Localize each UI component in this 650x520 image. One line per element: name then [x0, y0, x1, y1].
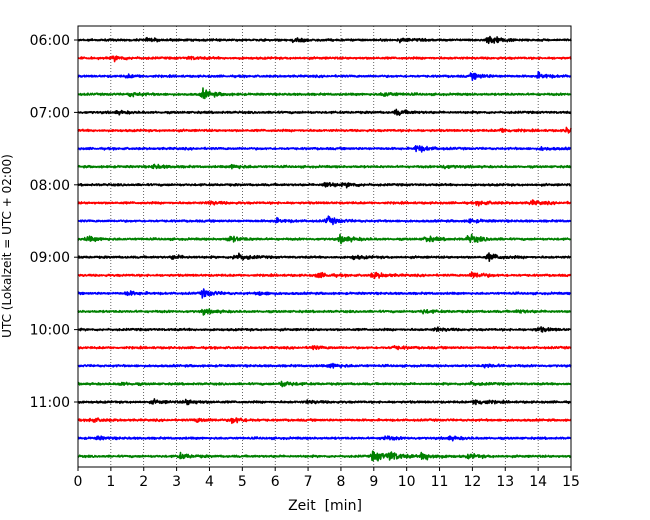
y-tick-label: 07:00: [30, 105, 70, 121]
seismogram-trace: [77, 233, 572, 245]
x-tick-label: 11: [431, 474, 449, 490]
y-tick-label: 11:00: [30, 395, 70, 411]
x-tick-label: 1: [106, 474, 115, 490]
x-tick-label: 2: [139, 474, 148, 490]
seismogram-trace: [77, 450, 572, 462]
seismogram-trace: [77, 199, 572, 207]
seismogram-trace: [77, 271, 572, 280]
seismogram-trace: [77, 181, 572, 189]
x-tick-label: 6: [271, 474, 280, 490]
seismogram-trace: [77, 435, 572, 442]
x-tick-label: 14: [529, 474, 547, 490]
x-tick-label: 13: [496, 474, 514, 490]
plot-background: [78, 26, 571, 467]
seismogram-trace: [77, 87, 572, 100]
y-tick-label: 08:00: [30, 178, 70, 194]
seismogram-trace: [77, 215, 572, 226]
seismogram-trace: [77, 108, 572, 116]
seismogram-trace: [77, 345, 572, 351]
seismogram-trace: [77, 252, 572, 262]
x-axis-label: Zeit [min]: [288, 498, 362, 514]
seismogram-trace: [77, 417, 572, 425]
seismogram-trace: [77, 55, 572, 63]
x-tick-label: 10: [398, 474, 416, 490]
x-tick-label: 5: [238, 474, 247, 490]
x-tick-label: 8: [336, 474, 345, 490]
seismogram-trace: [77, 35, 572, 45]
seismogram-trace: [77, 163, 572, 170]
y-tick-label: 10:00: [30, 323, 70, 339]
seismogram-trace: [77, 308, 572, 316]
seismogram-trace: [77, 145, 572, 153]
seismogram-trace: [77, 126, 572, 134]
x-tick-label: 0: [74, 474, 83, 490]
seismogram-trace: [77, 380, 572, 388]
seismogram-trace: [77, 398, 572, 406]
y-axis-ticks: 06:00 07:00 08:00 09:00 10:00 11:00: [30, 33, 78, 411]
y-tick-label: 09:00: [30, 250, 70, 266]
seismogram-trace: [77, 288, 572, 299]
y-axis-label: UTC (Lokalzeit = UTC + 02:00): [0, 154, 14, 338]
x-tick-label: 15: [562, 474, 580, 490]
plot-frame: [77, 25, 572, 468]
seismogram-traces: [77, 35, 572, 462]
x-axis-ticks: 0 1 2 3 4 5 6 7 8 9 10 11 12 13 14 15: [74, 467, 580, 490]
seismogram-trace: [77, 70, 572, 82]
y-tick-label: 06:00: [30, 33, 70, 49]
x-tick-label: 3: [172, 474, 181, 490]
x-tick-label: 12: [463, 474, 481, 490]
seismogram-trace: [77, 362, 572, 369]
x-tick-label: 7: [304, 474, 313, 490]
x-tick-label: 9: [369, 474, 378, 490]
x-tick-label: 4: [205, 474, 214, 490]
seismogram-trace: [77, 326, 572, 333]
